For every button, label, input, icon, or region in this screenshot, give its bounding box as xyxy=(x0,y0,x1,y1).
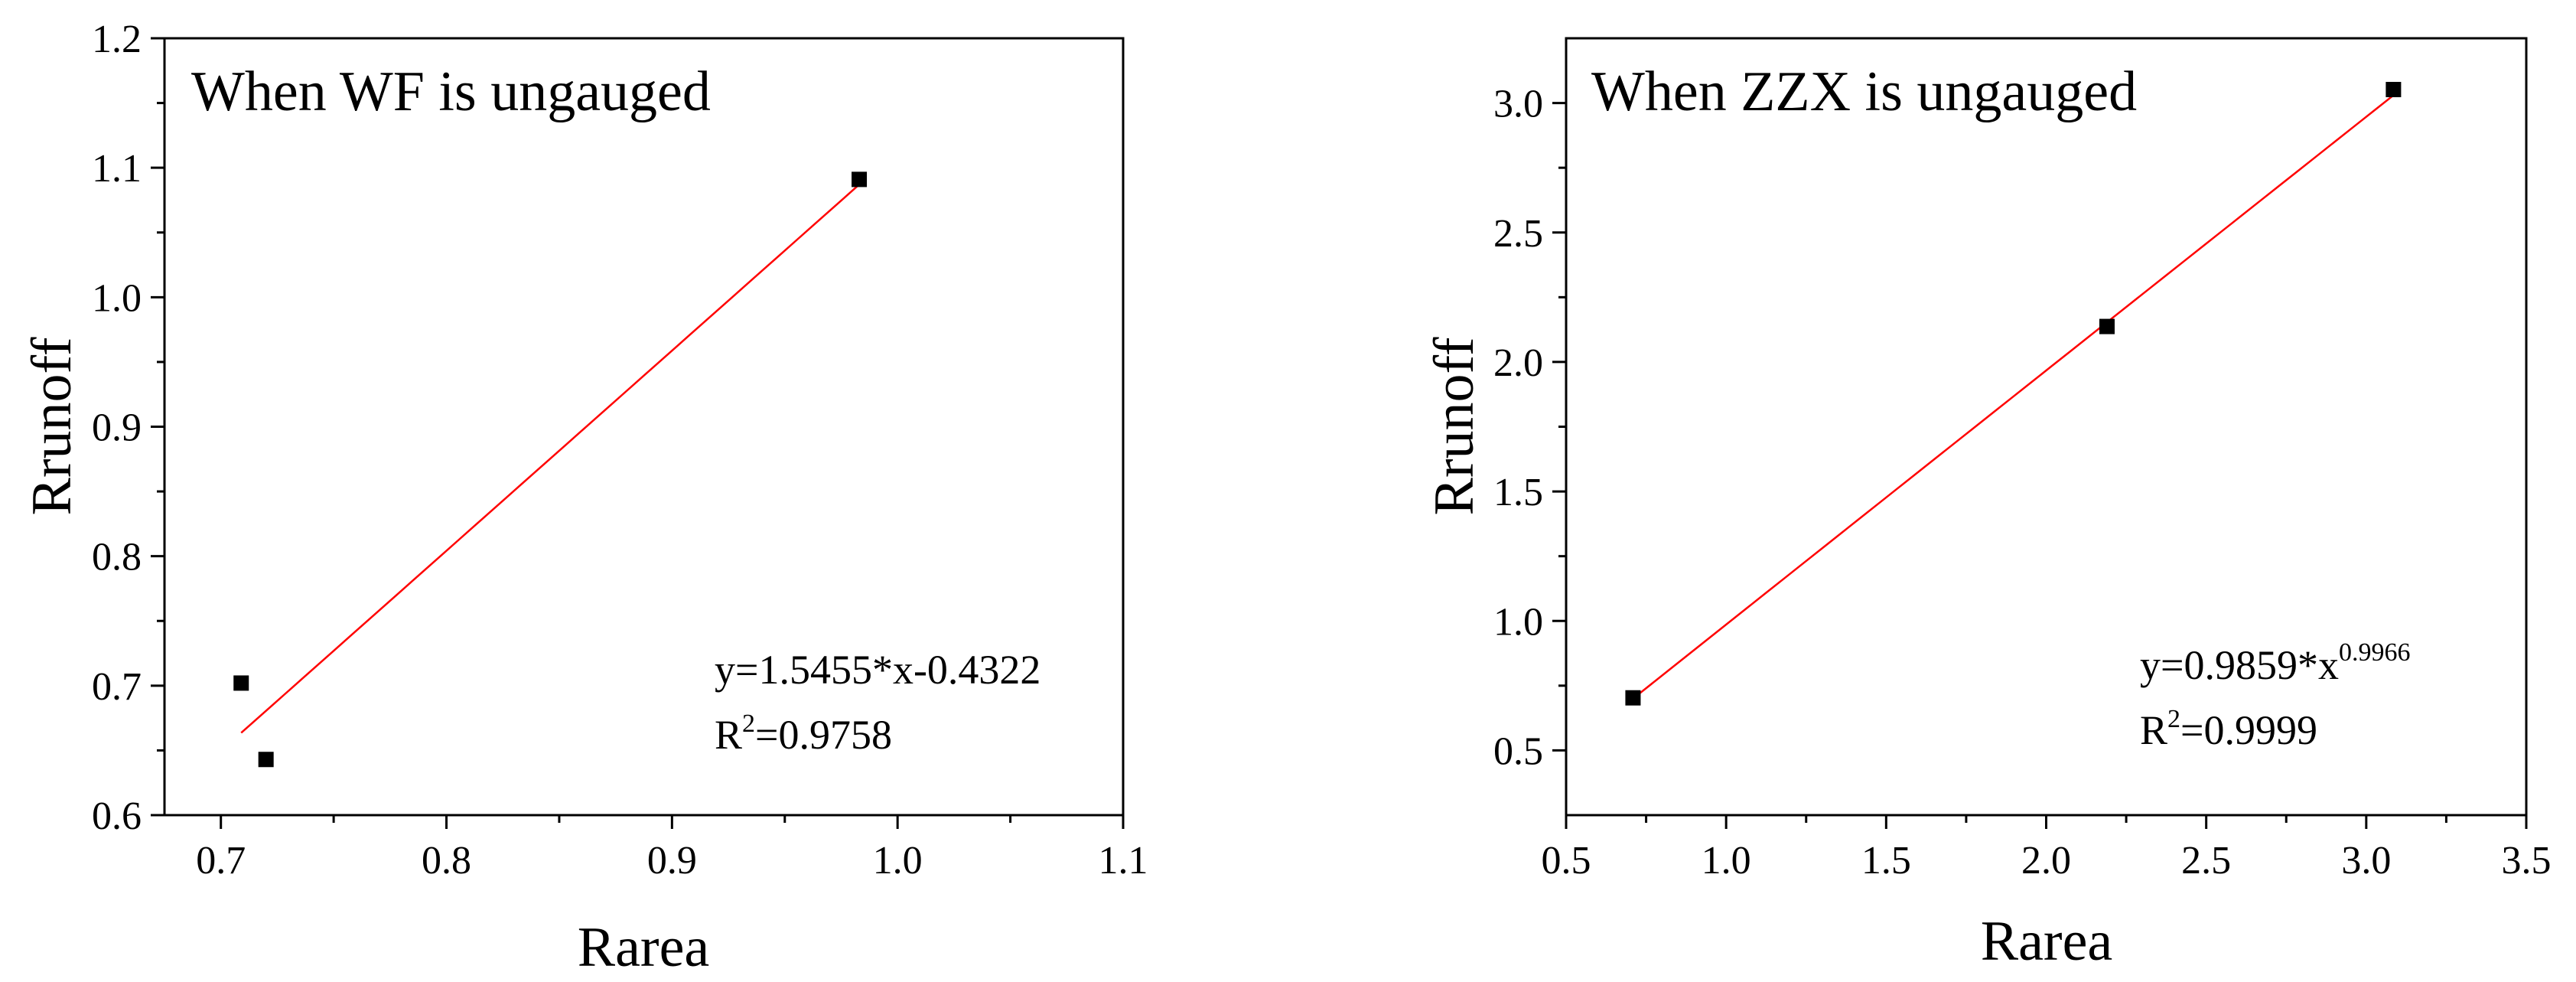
x-tick-label: 1.0 xyxy=(873,839,923,882)
data-point xyxy=(258,752,274,768)
y-tick-label: 3.0 xyxy=(1493,83,1543,126)
data-points-layer xyxy=(233,171,868,768)
x-tick-label: 3.0 xyxy=(2341,839,2391,882)
chart-title: When ZZX is ungauged xyxy=(1591,60,2137,123)
fit-line xyxy=(240,184,860,734)
x-tick-label: 0.7 xyxy=(196,839,246,882)
fit-line-layer xyxy=(1632,94,2395,700)
y-tick-label: 2.0 xyxy=(1493,341,1543,385)
data-point xyxy=(1625,690,1641,706)
fit-equation: y=1.5455*x-0.4322 xyxy=(715,647,1040,693)
y-axis-label: Rrunoff xyxy=(1423,337,1486,515)
y-tick-label: 1.1 xyxy=(92,147,142,191)
x-tick-label: 0.5 xyxy=(1542,839,1591,882)
data-point xyxy=(233,675,249,691)
fit-equation: y=0.9859*x0.9966 xyxy=(2140,638,2410,688)
x-axis-label: Rarea xyxy=(578,916,710,979)
y-tick-label: 1.0 xyxy=(92,276,142,320)
y-tick-label: 1.2 xyxy=(92,18,142,61)
plot-frame xyxy=(163,37,1125,817)
y-tick-label: 0.8 xyxy=(92,536,142,579)
axis-ticks: 0.5 1.0 1.5 2.0 2.5 3.0 3.5 0.5 1.0 1.5 2.0 2.5 3.0 xyxy=(1493,83,2552,882)
r-squared-superscript: 2 xyxy=(2167,705,2180,733)
y-tick-label: 1.0 xyxy=(1493,600,1543,644)
r-squared-label: R2=0.9758 xyxy=(715,710,892,758)
x-tick-label: 0.8 xyxy=(422,839,471,882)
data-point xyxy=(852,171,868,188)
x-tick-label: 1.5 xyxy=(1861,839,1911,882)
y-tick-label: 0.6 xyxy=(92,794,142,838)
fit-line xyxy=(1632,94,2395,700)
fit-line-layer xyxy=(240,184,860,734)
y-tick-label: 0.5 xyxy=(1493,729,1543,773)
data-points-layer xyxy=(1625,81,2402,706)
x-tick-label: 3.5 xyxy=(2502,839,2552,882)
y-axis-label: Rrunoff xyxy=(21,337,83,515)
r-squared-value: =0.9999 xyxy=(2180,707,2317,753)
data-point xyxy=(2385,81,2402,97)
data-point xyxy=(2099,318,2115,334)
fit-equation-exponent: 0.9966 xyxy=(2339,638,2411,667)
y-tick-label: 0.7 xyxy=(92,665,142,709)
fit-equation-prefix: y=0.9859*x xyxy=(2140,642,2339,688)
y-tick-label: 0.9 xyxy=(92,406,142,450)
r-squared-value: =0.9758 xyxy=(755,712,892,758)
chart-panel-zzx: 0.5 1.0 1.5 2.0 2.5 3.0 3.50.51.01.52.02.53.0 … xyxy=(1423,37,2552,973)
x-tick-label: 1.0 xyxy=(1702,839,1751,882)
chart-panel-wf: 0.7 0.8 0.9 1.0 1.1 0.6 0.7 0.8 0.9 1.0 1.1 1.2 Whe… xyxy=(21,18,1148,979)
r-squared-prefix: R xyxy=(715,712,742,758)
x-tick-label: 1.1 xyxy=(1099,839,1148,882)
x-axis-label: Rarea xyxy=(1981,910,2113,973)
x-tick-label: 2.5 xyxy=(2181,839,2231,882)
r-squared-superscript: 2 xyxy=(742,710,755,738)
x-tick-label: 0.9 xyxy=(647,839,697,882)
chart-title: When WF is ungauged xyxy=(191,60,711,123)
axis-ticks: 0.7 0.8 0.9 1.0 1.1 0.6 0.7 0.8 0.9 1.0 1.1 1.2 xyxy=(92,18,1148,882)
r-squared-label: R2=0.9999 xyxy=(2140,705,2317,753)
plot-frame xyxy=(1565,37,2528,817)
y-tick-label: 1.5 xyxy=(1493,471,1543,514)
x-tick-label: 2.0 xyxy=(2021,839,2071,882)
y-tick-label: 2.5 xyxy=(1493,212,1543,256)
r-squared-prefix: R xyxy=(2140,707,2167,753)
